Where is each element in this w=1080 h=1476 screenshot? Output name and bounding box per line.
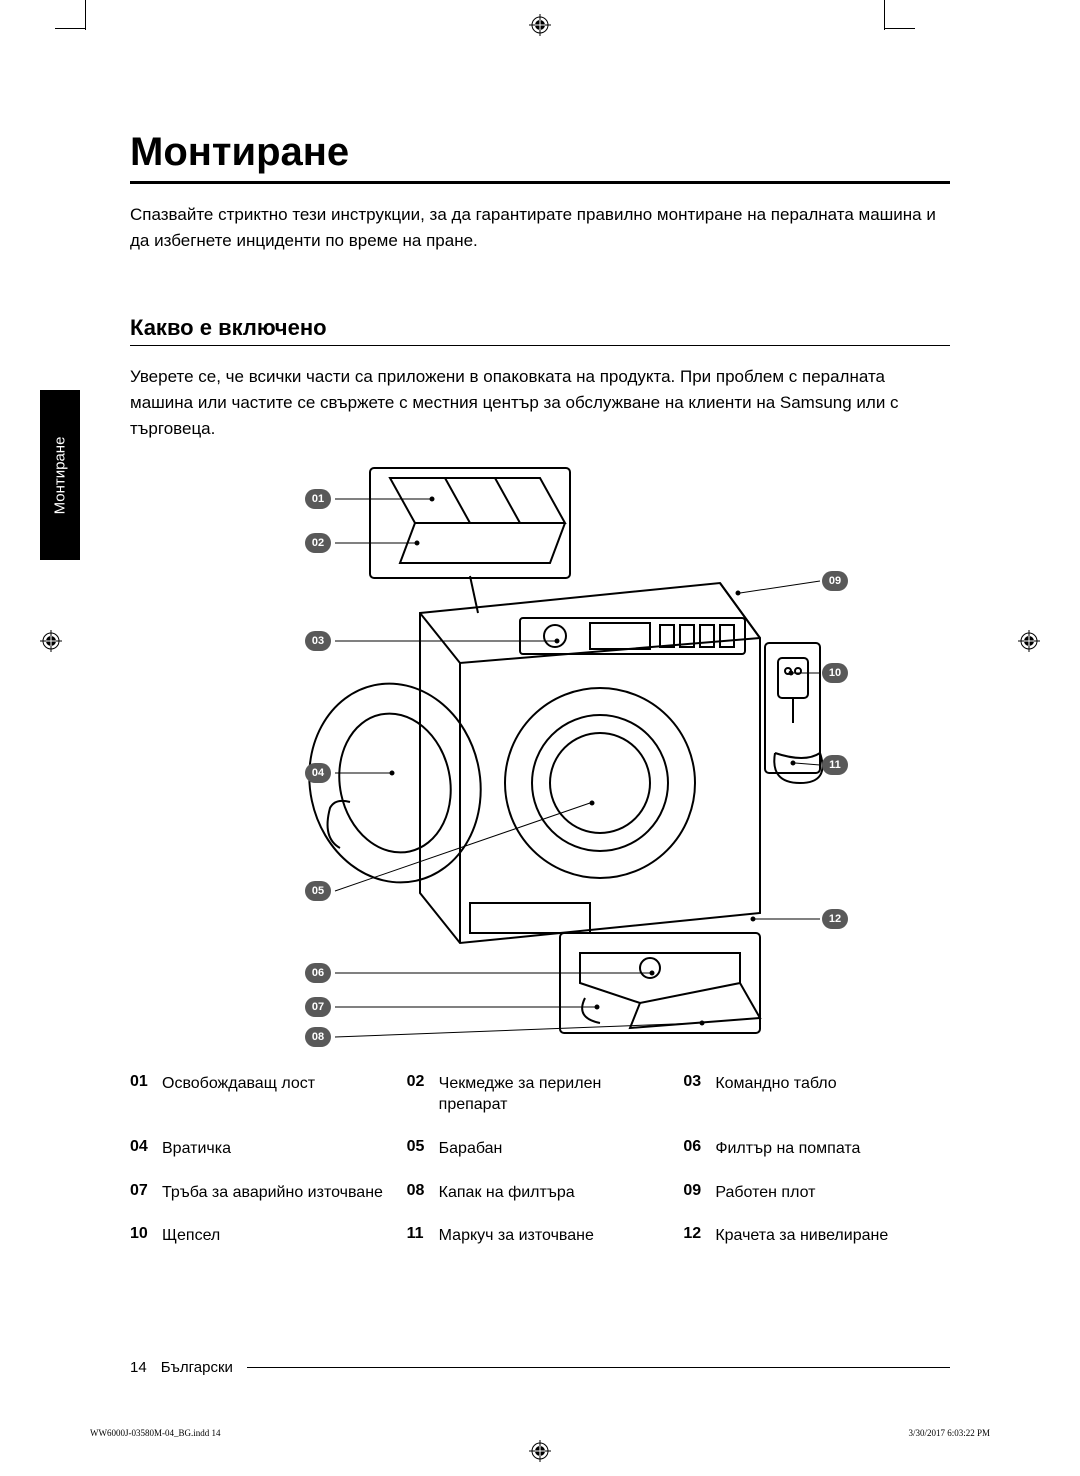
legend-item-07: 07 Тръба за аварийно източване: [130, 1182, 397, 1204]
registration-mark-right: [1018, 630, 1040, 652]
callout-08: 08: [305, 1027, 331, 1047]
callout-01: 01: [305, 489, 331, 509]
footer-rule: [247, 1367, 950, 1368]
legend-text: Освобождаващ лост: [162, 1073, 315, 1095]
legend-num: 02: [407, 1073, 429, 1091]
legend-text: Чекмедже за перилен препарат: [439, 1073, 674, 1116]
callout-03: 03: [305, 631, 331, 651]
legend-text: Филтър на помпата: [715, 1138, 860, 1160]
legend-num: 03: [683, 1073, 705, 1091]
legend-item-09: 09 Работен плот: [683, 1182, 950, 1204]
callout-10: 10: [822, 663, 848, 683]
page-number: 14: [130, 1359, 147, 1376]
legend-item-08: 08 Капак на филтъра: [407, 1182, 674, 1204]
parts-diagram: 0102030405060708 09101112: [220, 463, 860, 1043]
callout-06: 06: [305, 963, 331, 983]
legend-text: Капак на филтъра: [439, 1182, 575, 1204]
legend-item-05: 05 Барабан: [407, 1138, 674, 1160]
section-intro: Уверете се, че всички части са приложени…: [130, 364, 950, 443]
legend-num: 04: [130, 1138, 152, 1156]
page-title: Монтиране: [130, 130, 950, 175]
print-metadata: WW6000J-03580M-04_BG.indd 14 3/30/2017 6…: [90, 1428, 990, 1438]
callout-05: 05: [305, 881, 331, 901]
legend-num: 08: [407, 1182, 429, 1200]
page-language: Български: [161, 1359, 233, 1376]
legend-item-02: 02 Чекмедже за перилен препарат: [407, 1073, 674, 1116]
legend-num: 09: [683, 1182, 705, 1200]
legend-text: Щепсел: [162, 1225, 220, 1247]
section-heading: Какво е включено: [130, 315, 950, 341]
crop-mark: [884, 0, 885, 30]
legend-text: Вратичка: [162, 1138, 231, 1160]
callout-09: 09: [822, 571, 848, 591]
legend-table: 01 Освобождаващ лост 02 Чекмедже за перилен…: [130, 1073, 950, 1247]
legend-item-12: 12 Крачета за нивелиране: [683, 1225, 950, 1247]
callout-02: 02: [305, 533, 331, 553]
crop-mark: [885, 28, 915, 29]
legend-num: 05: [407, 1138, 429, 1156]
side-tab-label: Монтиране: [52, 436, 69, 514]
legend-num: 10: [130, 1225, 152, 1243]
legend-num: 01: [130, 1073, 152, 1091]
registration-mark-bottom: [529, 1440, 551, 1462]
legend-num: 12: [683, 1225, 705, 1243]
legend-text: Крачета за нивелиране: [715, 1225, 888, 1247]
print-timestamp: 3/30/2017 6:03:22 PM: [908, 1428, 990, 1438]
legend-text: Тръба за аварийно източване: [162, 1182, 383, 1204]
legend-item-10: 10 Щепсел: [130, 1225, 397, 1247]
legend-text: Командно табло: [715, 1073, 836, 1095]
side-tab: Монтиране: [40, 390, 80, 560]
crop-mark: [85, 0, 86, 30]
registration-mark-top: [529, 14, 551, 36]
title-rule: [130, 181, 950, 184]
legend-num: 11: [407, 1225, 429, 1243]
indd-filename: WW6000J-03580M-04_BG.indd 14: [90, 1428, 221, 1438]
callout-12: 12: [822, 909, 848, 929]
legend-item-06: 06 Филтър на помпата: [683, 1138, 950, 1160]
page-content: Монтиране Спазвайте стриктно тези инстру…: [130, 130, 950, 1247]
page-footer: 14 Български: [130, 1359, 950, 1376]
registration-mark-left: [40, 630, 62, 652]
legend-item-04: 04 Вратичка: [130, 1138, 397, 1160]
crop-mark: [55, 28, 85, 29]
legend-item-11: 11 Маркуч за източване: [407, 1225, 674, 1247]
callout-11: 11: [822, 755, 848, 775]
legend-item-01: 01 Освобождаващ лост: [130, 1073, 397, 1116]
legend-num: 06: [683, 1138, 705, 1156]
intro-paragraph: Спазвайте стриктно тези инструкции, за д…: [130, 202, 950, 255]
callout-07: 07: [305, 997, 331, 1017]
legend-item-03: 03 Командно табло: [683, 1073, 950, 1116]
legend-text: Маркуч за източване: [439, 1225, 594, 1247]
legend-text: Работен плот: [715, 1182, 815, 1204]
legend-text: Барабан: [439, 1138, 503, 1160]
callout-04: 04: [305, 763, 331, 783]
legend-num: 07: [130, 1182, 152, 1200]
section-rule: [130, 345, 950, 346]
